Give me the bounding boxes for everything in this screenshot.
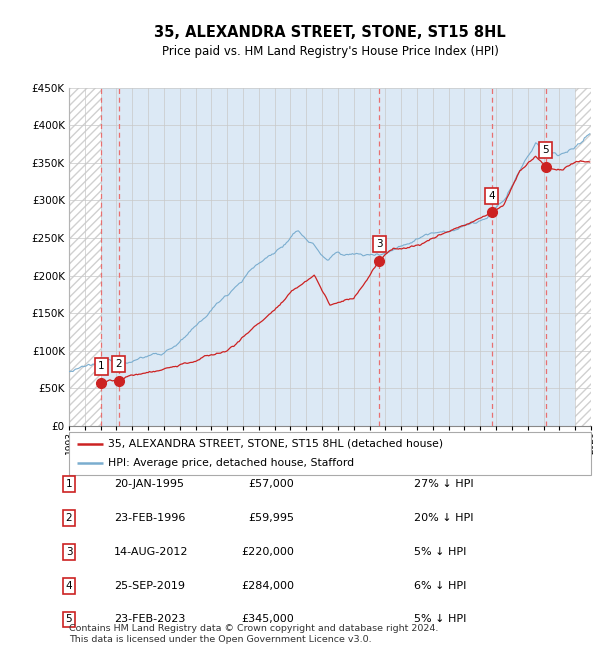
Text: 1: 1 — [65, 479, 73, 489]
Text: 27% ↓ HPI: 27% ↓ HPI — [414, 479, 473, 489]
Text: 3: 3 — [376, 239, 383, 249]
Text: 25-SEP-2019: 25-SEP-2019 — [114, 580, 185, 591]
Text: Price paid vs. HM Land Registry's House Price Index (HPI): Price paid vs. HM Land Registry's House … — [161, 46, 499, 58]
Text: 4: 4 — [65, 580, 73, 591]
Text: 3: 3 — [65, 547, 73, 557]
Bar — [101, 88, 575, 426]
Text: Contains HM Land Registry data © Crown copyright and database right 2024.
This d: Contains HM Land Registry data © Crown c… — [69, 624, 439, 644]
Text: 5: 5 — [542, 145, 549, 155]
Text: £57,000: £57,000 — [248, 479, 294, 489]
Text: £220,000: £220,000 — [241, 547, 294, 557]
Text: 23-FEB-1996: 23-FEB-1996 — [114, 513, 185, 523]
Text: 20-JAN-1995: 20-JAN-1995 — [114, 479, 184, 489]
Text: £284,000: £284,000 — [241, 580, 294, 591]
Text: 2: 2 — [116, 359, 122, 369]
Text: 23-FEB-2023: 23-FEB-2023 — [114, 614, 185, 625]
FancyBboxPatch shape — [69, 432, 591, 474]
Text: 20% ↓ HPI: 20% ↓ HPI — [414, 513, 473, 523]
Text: £345,000: £345,000 — [241, 614, 294, 625]
Text: 35, ALEXANDRA STREET, STONE, ST15 8HL (detached house): 35, ALEXANDRA STREET, STONE, ST15 8HL (d… — [108, 439, 443, 448]
Text: 4: 4 — [488, 191, 495, 201]
Text: 1: 1 — [98, 361, 105, 371]
Text: £59,995: £59,995 — [248, 513, 294, 523]
Text: 35, ALEXANDRA STREET, STONE, ST15 8HL: 35, ALEXANDRA STREET, STONE, ST15 8HL — [154, 25, 506, 40]
Text: 6% ↓ HPI: 6% ↓ HPI — [414, 580, 466, 591]
Bar — [575, 88, 591, 426]
Bar — [69, 88, 101, 426]
Text: 5% ↓ HPI: 5% ↓ HPI — [414, 547, 466, 557]
Text: 5% ↓ HPI: 5% ↓ HPI — [414, 614, 466, 625]
Text: HPI: Average price, detached house, Stafford: HPI: Average price, detached house, Staf… — [108, 458, 354, 468]
Text: 14-AUG-2012: 14-AUG-2012 — [114, 547, 188, 557]
Text: 5: 5 — [65, 614, 73, 625]
Text: 2: 2 — [65, 513, 73, 523]
